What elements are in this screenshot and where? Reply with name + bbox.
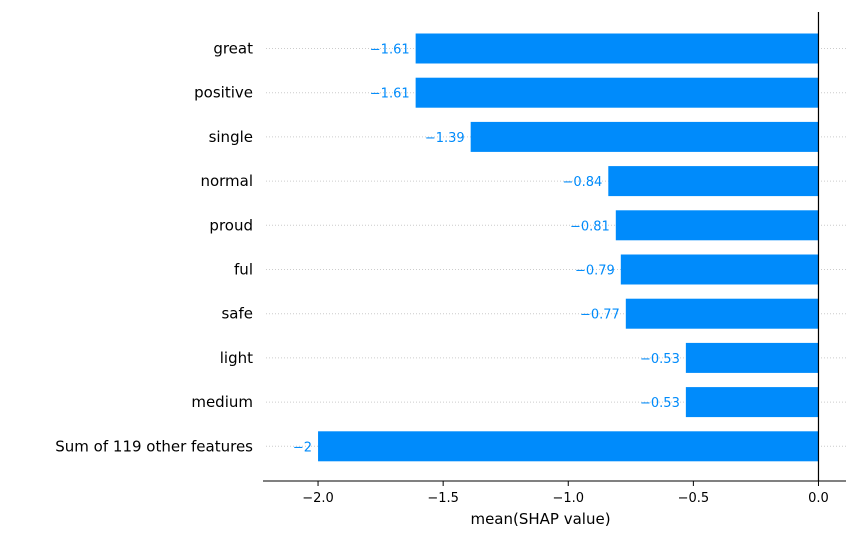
category-label: light — [220, 349, 253, 367]
category-label: safe — [221, 305, 253, 323]
x-tick-label: −2.0 — [302, 491, 334, 506]
value-label: −0.81 — [570, 219, 610, 234]
x-axis-title: mean(SHAP value) — [470, 510, 610, 528]
value-label: −0.79 — [575, 264, 615, 279]
category-label: ful — [234, 261, 253, 279]
category-label: Sum of 119 other features — [55, 437, 253, 455]
x-tick-label: −0.5 — [678, 491, 710, 506]
bar — [620, 254, 819, 285]
category-label: great — [213, 40, 253, 58]
bar — [608, 166, 819, 197]
bar — [615, 210, 819, 241]
bar — [625, 298, 819, 329]
bar — [685, 342, 819, 373]
bar — [415, 33, 819, 64]
value-label: −1.61 — [370, 43, 410, 58]
bar — [318, 431, 819, 462]
bars — [318, 33, 819, 462]
x-tick-label: −1.0 — [552, 491, 584, 506]
grid-lines — [266, 48, 846, 447]
value-label: −0.77 — [580, 308, 620, 323]
category-label: medium — [191, 393, 253, 411]
bar — [415, 77, 819, 108]
value-label: −0.84 — [562, 175, 602, 190]
value-label: −2 — [293, 440, 312, 455]
x-axis: −2.0 −1.5 −1.0 −0.5 0.0 — [263, 480, 846, 506]
category-label: normal — [200, 172, 253, 190]
value-label: −0.53 — [640, 396, 680, 411]
category-labels: great positive single normal proud ful safe lig… — [55, 40, 253, 456]
category-label: proud — [209, 216, 253, 234]
category-label: single — [209, 128, 253, 146]
value-label: −0.53 — [640, 352, 680, 367]
x-tick-label: −1.5 — [427, 491, 459, 506]
bar — [470, 121, 819, 152]
bar — [685, 387, 819, 418]
value-labels: −1.61 −1.61 −1.39 −0.84 −0.81 −0.79 −0.77 −0.53… — [293, 43, 680, 456]
x-tick-label: 0.0 — [808, 491, 829, 506]
category-label: positive — [194, 84, 253, 102]
value-label: −1.39 — [425, 131, 465, 146]
value-label: −1.61 — [370, 87, 410, 102]
